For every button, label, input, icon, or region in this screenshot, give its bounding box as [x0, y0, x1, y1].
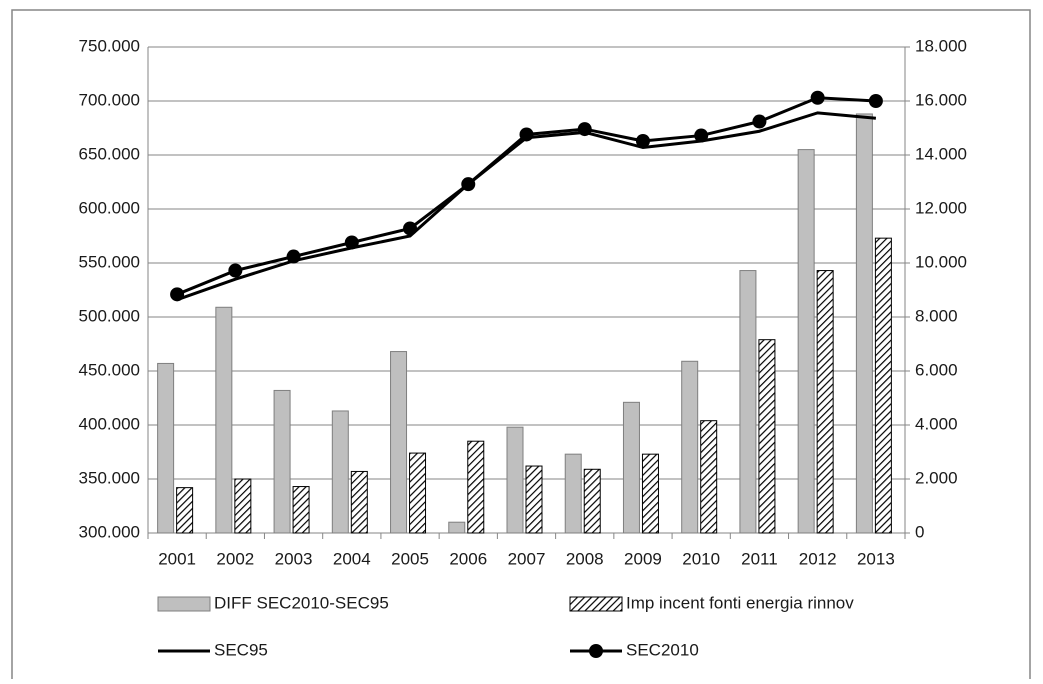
- bar: [331, 410, 349, 534]
- y-tick-label: 700.000: [79, 90, 140, 109]
- x-tick-label: 2011: [741, 549, 778, 568]
- bar: [506, 426, 524, 534]
- y-tick-label: 550.000: [79, 252, 140, 271]
- x-tick-label: 2013: [857, 549, 895, 568]
- bar: [874, 237, 892, 534]
- marker: [170, 287, 185, 302]
- marker: [868, 94, 883, 108]
- bar: [390, 351, 408, 534]
- y2-tick-label: 14.000: [915, 144, 967, 163]
- bar: [467, 440, 485, 534]
- y-tick-label: 450.000: [79, 360, 140, 379]
- legend-label: Imp incent fonti energia rinnov: [626, 593, 854, 612]
- x-tick-label: 2003: [275, 549, 313, 568]
- y2-tick-label: 12.000: [915, 198, 967, 217]
- legend-label: SEC2010: [626, 640, 699, 659]
- bar: [583, 468, 601, 534]
- y-tick-label: 300.000: [79, 522, 140, 541]
- x-tick-label: 2001: [158, 549, 196, 568]
- x-tick-label: 2002: [216, 549, 254, 568]
- x-tick-label: 2007: [508, 549, 546, 568]
- bar: [681, 360, 699, 534]
- marker: [286, 249, 301, 264]
- x-tick-label: 2012: [799, 549, 837, 568]
- bar: [409, 452, 427, 534]
- marker: [752, 114, 767, 129]
- x-tick-label: 2008: [566, 549, 604, 568]
- bar: [234, 478, 252, 534]
- marker: [228, 263, 243, 278]
- bar: [564, 453, 582, 534]
- bar: [448, 521, 466, 534]
- bar: [739, 270, 757, 534]
- bar: [157, 362, 175, 534]
- marker: [810, 90, 825, 105]
- legend-label: DIFF SEC2010-SEC95: [214, 593, 389, 612]
- x-tick-label: 2010: [682, 549, 720, 568]
- legend-label: SEC95: [214, 640, 268, 659]
- bar: [641, 453, 659, 534]
- y-tick-label: 600.000: [79, 198, 140, 217]
- bar: [273, 389, 291, 534]
- y2-tick-label: 2.000: [915, 468, 958, 487]
- bar: [350, 470, 368, 534]
- y-tick-label: 350.000: [79, 468, 140, 487]
- bar: [292, 486, 310, 534]
- legend-marker: [589, 644, 603, 658]
- x-tick-label: 2006: [449, 549, 487, 568]
- bar: [797, 149, 815, 534]
- bar: [525, 465, 543, 534]
- y-tick-label: 750.000: [79, 36, 140, 55]
- bar: [855, 113, 873, 534]
- bar: [622, 401, 640, 534]
- bar: [700, 420, 718, 534]
- marker: [403, 221, 418, 236]
- y2-tick-label: 6.000: [915, 360, 958, 379]
- bar: [758, 339, 776, 534]
- y-tick-label: 500.000: [79, 306, 140, 325]
- marker: [635, 133, 650, 148]
- legend-swatch: [569, 596, 623, 612]
- marker: [694, 128, 709, 143]
- y2-tick-label: 10.000: [915, 252, 967, 271]
- x-tick-label: 2009: [624, 549, 662, 568]
- y2-tick-label: 16.000: [915, 90, 967, 109]
- y2-tick-label: 8.000: [915, 306, 958, 325]
- y2-tick-label: 0: [915, 522, 924, 541]
- bar: [816, 270, 834, 534]
- marker: [461, 177, 476, 192]
- y2-tick-label: 18.000: [915, 36, 967, 55]
- y-tick-label: 650.000: [79, 144, 140, 163]
- marker: [344, 235, 359, 250]
- y-tick-label: 400.000: [79, 414, 140, 433]
- bar: [215, 306, 233, 534]
- marker: [519, 127, 534, 142]
- legend-swatch: [157, 596, 211, 612]
- y2-tick-label: 4.000: [915, 414, 958, 433]
- marker: [577, 122, 592, 137]
- x-tick-label: 2004: [333, 549, 371, 568]
- x-tick-label: 2005: [391, 549, 429, 568]
- bar: [176, 487, 194, 534]
